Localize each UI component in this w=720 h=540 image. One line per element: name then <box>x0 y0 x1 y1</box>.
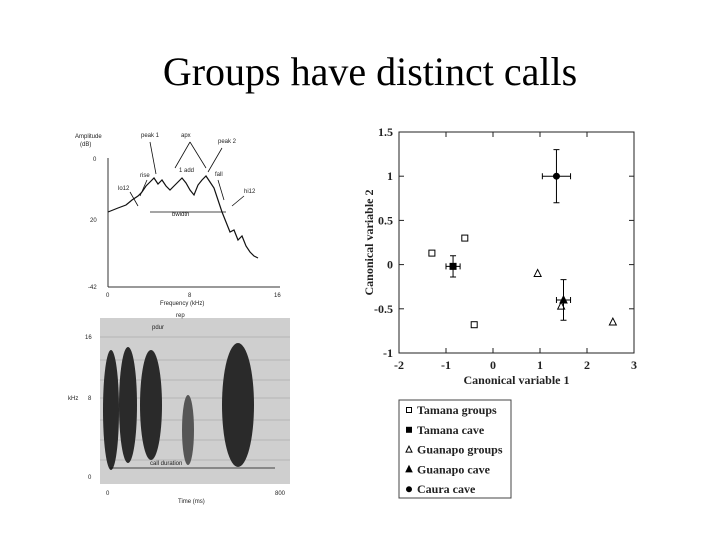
x-tick-label: 0 <box>106 293 110 299</box>
marker <box>608 316 618 326</box>
marker <box>461 234 469 242</box>
legend-box <box>398 399 512 499</box>
y-tick-label: -0.5 <box>374 302 393 316</box>
spectrum-curve <box>107 175 259 259</box>
annotation: peak 2 <box>218 139 237 145</box>
marker <box>559 294 568 304</box>
annotation: rise <box>140 173 150 179</box>
x-axis-label: Frequency (kHz) <box>160 301 204 307</box>
y-tick-label: 20 <box>90 218 97 224</box>
y-axis-label: kHz <box>68 396 78 402</box>
x-tick-label: 2 <box>584 358 590 372</box>
marker <box>449 262 457 270</box>
annotation: apx <box>181 133 191 139</box>
marker <box>406 486 412 493</box>
y-tick-label: 16 <box>85 335 92 341</box>
x-tick-label: -2 <box>394 358 404 372</box>
annotation: call duration <box>150 461 182 467</box>
y-tick-label: 0.5 <box>378 213 393 227</box>
x-tick-label: 16 <box>274 293 281 299</box>
x-tick-label: 0 <box>490 358 496 372</box>
x-tick-label: 3 <box>631 358 637 372</box>
marker <box>405 464 413 473</box>
slide-title: Groups have distinct calls <box>163 49 577 94</box>
annotation: hi12 <box>244 189 256 195</box>
x-tick-label: -1 <box>441 358 451 372</box>
y-axis-label: (dB) <box>80 142 91 148</box>
y-tick-label: 1 <box>387 169 393 183</box>
marker <box>406 407 412 413</box>
annotation: lo12 <box>118 186 130 192</box>
legend-label: Guanapo cave <box>417 462 491 476</box>
x-tick-label: 8 <box>188 293 192 299</box>
y-tick-label: 0 <box>88 475 92 481</box>
legend-label: Tamana cave <box>417 423 485 437</box>
marker <box>470 321 478 329</box>
x-axis-label: Time (ms) <box>178 499 205 505</box>
legend-label: Caura cave <box>417 482 476 496</box>
y-axis-label: Canonical variable 2 <box>362 189 376 295</box>
annotation: pdur <box>152 325 164 331</box>
spectrogram-blobs <box>103 343 254 470</box>
annotation: peak 1 <box>141 133 160 139</box>
marker <box>428 249 436 257</box>
annotation: rep <box>176 313 185 319</box>
y-tick-label: 0 <box>387 258 393 272</box>
spectrum-figure <box>107 141 280 288</box>
marker <box>552 172 560 180</box>
legend-label: Tamana groups <box>417 403 497 417</box>
marker <box>533 268 542 277</box>
marker <box>556 301 566 310</box>
y-axis-label: Amplitude <box>75 134 102 140</box>
plot-frame <box>398 131 635 354</box>
annotation: bwidth <box>172 212 189 218</box>
spectrogram-figure <box>100 318 290 484</box>
marker <box>406 426 412 433</box>
annotation: fall <box>215 172 223 178</box>
x-tick-label: 1 <box>537 358 543 372</box>
legend-label: Guanapo groups <box>417 443 503 457</box>
y-tick-label: -42 <box>88 285 97 291</box>
x-tick-label: 800 <box>275 491 286 497</box>
x-tick-label: 0 <box>106 491 110 497</box>
annotation-arrows <box>129 141 245 213</box>
y-tick-label: 8 <box>88 396 92 402</box>
y-tick-label: 1.5 <box>378 125 393 139</box>
marker <box>405 444 413 453</box>
x-axis-label: Canonical variable 1 <box>463 373 569 387</box>
y-tick-label: -1 <box>383 346 393 360</box>
annotation: 1 add <box>179 168 194 174</box>
y-tick-label: 0 <box>93 157 97 163</box>
